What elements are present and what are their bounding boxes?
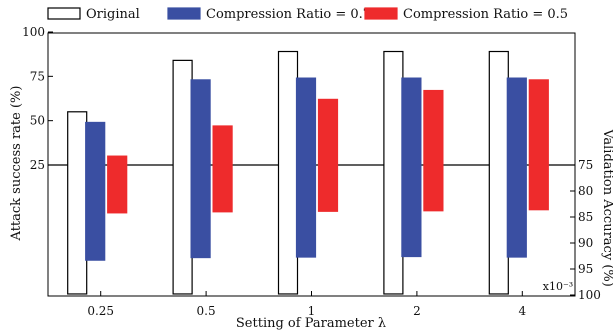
bars-layer [67,50,549,295]
bar-cr05-0.25 [107,155,128,214]
x-tick-label: 4 [518,304,526,318]
right-axis-multiplier: x10⁻³ [543,280,573,293]
bar-cr075-0.5 [190,79,211,259]
right-tick-label: 85 [578,210,593,224]
x-tick-label: 1 [308,304,316,318]
x-tick-label: 0.5 [197,304,216,318]
right-tick-label: 100 [578,288,601,302]
bar-original-2 [383,50,404,295]
x-tick-label: 0.25 [87,304,114,318]
bar-original-0.5 [172,59,193,295]
y-axis-label-right: Validation Accuracy (%) [600,128,613,287]
bar-cr05-2 [423,89,444,212]
legend-label: Original [86,7,140,22]
left-tick-label: 100 [22,25,45,39]
right-tick-label: 80 [578,184,593,198]
bar-cr05-1 [317,98,339,212]
x-axis-label: Setting of Parameter λ [236,316,386,330]
right-tick-label: 90 [578,236,593,250]
bar-cr075-4 [506,77,527,258]
bar-original-1 [277,50,299,295]
legend-label: Compression Ratio = 0.5 [403,7,568,22]
bar-original-0.25 [67,111,88,295]
legend-swatch [364,7,398,20]
legend: Original Compression Ratio = 0.75 Compress… [47,7,568,22]
bar-original-4 [488,50,509,295]
bar-cr075-0.25 [85,121,106,261]
legend-label: Compression Ratio = 0.75 [206,7,379,22]
right-tick-label: 95 [578,262,593,276]
legend-swatch [167,7,201,20]
bar-cr075-2 [401,77,422,258]
legend-swatch [47,7,81,20]
left-tick-label: 25 [30,158,45,172]
left-tick-label: 75 [30,69,45,83]
y-axis-label-left: Attack success rate (%) [9,86,24,242]
left-tick-label: 50 [30,114,45,128]
bar-cr075-1 [295,77,317,258]
bar-cr05-4 [528,79,549,211]
x-tick-label: 2 [413,304,421,318]
bar-cr05-0.5 [212,125,233,213]
right-tick-label: 75 [578,158,593,172]
ticks-layer: 0.25 0.5 1 2 4 25 50 75 100 75 80 85 90 95 100 [22,25,601,318]
